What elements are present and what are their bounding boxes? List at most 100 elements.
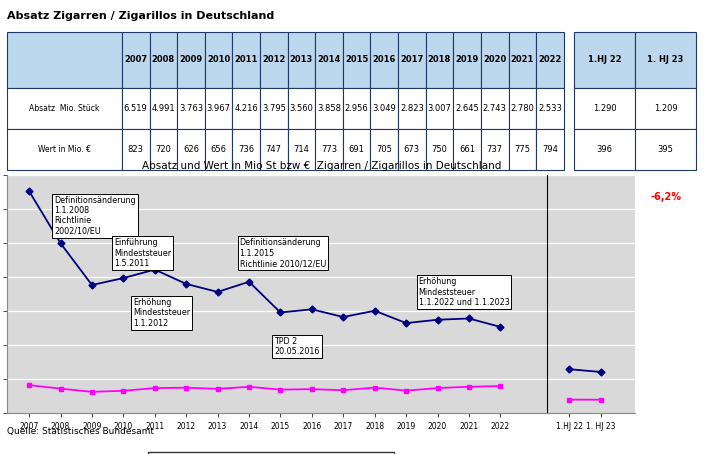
Text: 1.HJ 22: 1.HJ 22 xyxy=(588,55,621,64)
Text: 4.216: 4.216 xyxy=(234,104,258,113)
FancyBboxPatch shape xyxy=(481,129,508,170)
FancyBboxPatch shape xyxy=(371,32,398,88)
FancyBboxPatch shape xyxy=(150,88,177,129)
FancyBboxPatch shape xyxy=(635,32,696,88)
Text: 1. HJ 23: 1. HJ 23 xyxy=(648,55,684,64)
Text: 1.209: 1.209 xyxy=(654,104,677,113)
Text: 2013: 2013 xyxy=(290,55,313,64)
FancyBboxPatch shape xyxy=(426,32,453,88)
Text: 2016: 2016 xyxy=(373,55,396,64)
Text: 2.743: 2.743 xyxy=(483,104,507,113)
Wert in Mio. € xyxy=(245,384,253,390)
Absatz Mio. Stück xyxy=(276,310,285,315)
Absatz Mio. Stück xyxy=(496,324,505,330)
Text: -6,2%: -6,2% xyxy=(650,192,681,202)
Text: 2015: 2015 xyxy=(345,55,368,64)
Absatz Mio. Stück xyxy=(56,241,65,246)
Legend: Absatz Mio. Stück, Wert in Mio. €: Absatz Mio. Stück, Wert in Mio. € xyxy=(148,453,393,454)
Text: 2022: 2022 xyxy=(538,55,562,64)
FancyBboxPatch shape xyxy=(343,32,371,88)
FancyBboxPatch shape xyxy=(635,129,696,170)
Text: 673: 673 xyxy=(404,145,420,154)
Text: 775: 775 xyxy=(514,145,530,154)
Text: Quelle: Statistisches Bundesamt: Quelle: Statistisches Bundesamt xyxy=(7,427,154,436)
Text: 720: 720 xyxy=(155,145,171,154)
Text: 2020: 2020 xyxy=(483,55,506,64)
Text: Definitionsänderung
1.1.2008
Richtlinie
2002/10/EU: Definitionsänderung 1.1.2008 Richtlinie … xyxy=(54,196,136,236)
FancyBboxPatch shape xyxy=(635,88,696,129)
Text: Absatz  Mio. Stück: Absatz Mio. Stück xyxy=(29,104,99,113)
Text: 2008: 2008 xyxy=(152,55,175,64)
Absatz Mio. Stück xyxy=(87,282,96,288)
Text: 2019: 2019 xyxy=(455,55,479,64)
Text: 2.533: 2.533 xyxy=(538,104,562,113)
Wert in Mio. € xyxy=(307,386,316,392)
FancyBboxPatch shape xyxy=(288,32,315,88)
Wert in Mio. € xyxy=(339,388,347,393)
Text: 3.858: 3.858 xyxy=(317,104,341,113)
Text: 2007: 2007 xyxy=(124,55,147,64)
Text: 396: 396 xyxy=(596,145,613,154)
Text: 714: 714 xyxy=(293,145,310,154)
Text: 2.780: 2.780 xyxy=(510,104,534,113)
FancyBboxPatch shape xyxy=(426,129,453,170)
FancyBboxPatch shape xyxy=(7,32,122,88)
Wert in Mio. € xyxy=(496,383,505,389)
Wert in Mio. € xyxy=(119,388,128,394)
Text: 750: 750 xyxy=(432,145,447,154)
FancyBboxPatch shape xyxy=(536,32,564,88)
Text: 2017: 2017 xyxy=(400,55,423,64)
Text: Erhöhung
Mindeststeuer
1.1.2022 und 1.1.2023: Erhöhung Mindeststeuer 1.1.2022 und 1.1.… xyxy=(419,277,509,307)
Text: 3.049: 3.049 xyxy=(372,104,396,113)
Text: TPD 2
20.05.2016: TPD 2 20.05.2016 xyxy=(274,337,320,356)
FancyBboxPatch shape xyxy=(481,88,508,129)
FancyBboxPatch shape xyxy=(122,88,150,129)
Text: 395: 395 xyxy=(657,145,674,154)
FancyBboxPatch shape xyxy=(315,32,343,88)
FancyBboxPatch shape xyxy=(574,129,635,170)
Text: 2018: 2018 xyxy=(428,55,451,64)
Text: 705: 705 xyxy=(376,145,392,154)
FancyBboxPatch shape xyxy=(122,129,150,170)
Text: 773: 773 xyxy=(321,145,337,154)
Text: -8,9%: -8,9% xyxy=(535,192,565,202)
Text: Wert in Mio. €: Wert in Mio. € xyxy=(38,145,91,154)
FancyBboxPatch shape xyxy=(315,129,343,170)
Absatz Mio. Stück xyxy=(464,316,473,321)
FancyBboxPatch shape xyxy=(232,129,260,170)
Line: Wert in Mio. €: Wert in Mio. € xyxy=(27,383,503,394)
FancyBboxPatch shape xyxy=(204,88,232,129)
Absatz Mio. Stück xyxy=(245,279,253,285)
Text: 2012: 2012 xyxy=(262,55,285,64)
Text: 6.519: 6.519 xyxy=(124,104,148,113)
Text: 1.290: 1.290 xyxy=(593,104,616,113)
FancyBboxPatch shape xyxy=(574,32,635,88)
FancyBboxPatch shape xyxy=(508,88,536,129)
Wert in Mio. € xyxy=(56,386,65,391)
Text: 2011: 2011 xyxy=(234,55,258,64)
Absatz Mio. Stück xyxy=(402,321,410,326)
FancyBboxPatch shape xyxy=(150,129,177,170)
Text: 3.967: 3.967 xyxy=(207,104,231,113)
Text: 656: 656 xyxy=(211,145,226,154)
Text: Absatz Zigarren / Zigarillos in Deutschland: Absatz Zigarren / Zigarillos in Deutschl… xyxy=(7,11,274,21)
Text: 747: 747 xyxy=(266,145,282,154)
FancyBboxPatch shape xyxy=(343,88,371,129)
FancyBboxPatch shape xyxy=(177,88,204,129)
FancyBboxPatch shape xyxy=(260,88,288,129)
FancyBboxPatch shape xyxy=(508,129,536,170)
Wert in Mio. € xyxy=(151,385,159,391)
FancyBboxPatch shape xyxy=(7,88,122,129)
FancyBboxPatch shape xyxy=(574,88,635,129)
Absatz Mio. Stück xyxy=(371,308,379,313)
FancyBboxPatch shape xyxy=(260,32,288,88)
FancyBboxPatch shape xyxy=(453,32,481,88)
FancyBboxPatch shape xyxy=(371,88,398,129)
FancyBboxPatch shape xyxy=(177,32,204,88)
Text: 626: 626 xyxy=(183,145,199,154)
Absatz Mio. Stück xyxy=(307,306,316,312)
FancyBboxPatch shape xyxy=(398,88,426,129)
Wert in Mio. € xyxy=(433,385,442,391)
Text: 3.763: 3.763 xyxy=(179,104,203,113)
Absatz Mio. Stück xyxy=(25,188,33,194)
